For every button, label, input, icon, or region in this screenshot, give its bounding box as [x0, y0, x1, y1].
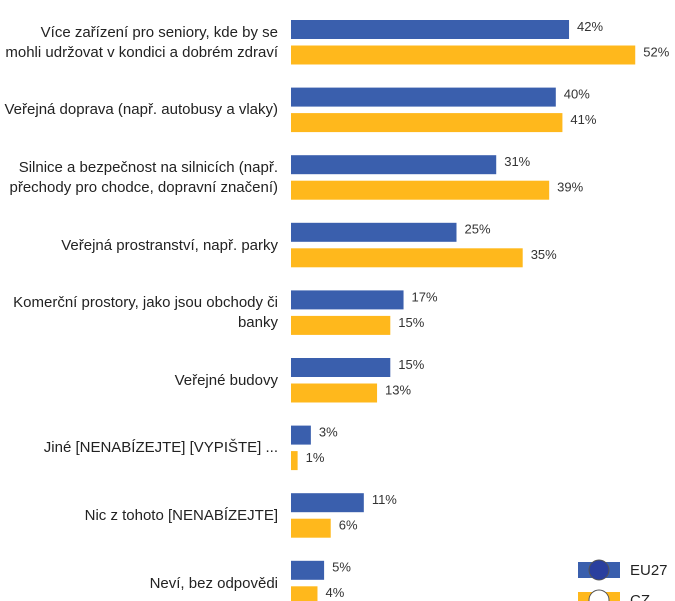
value-label: 5%: [332, 560, 351, 575]
bar: [291, 451, 298, 471]
bar: [291, 383, 378, 403]
bar: [291, 358, 391, 377]
bar: [291, 315, 391, 335]
bar: [291, 493, 364, 513]
value-label: 6%: [339, 518, 358, 533]
legend-icon: [588, 589, 610, 601]
value-label: 42%: [577, 19, 603, 34]
bar: [291, 586, 318, 601]
legend-label: CZ: [630, 592, 650, 601]
value-label: 31%: [504, 154, 530, 169]
bar: [291, 425, 311, 445]
category-label: Neví, bez odpovědi: [149, 574, 278, 592]
value-label: 40%: [564, 87, 590, 102]
legend-label: EU27: [630, 562, 668, 579]
bar: [291, 180, 550, 200]
bar: [291, 518, 331, 538]
bar: [291, 290, 404, 310]
value-label: 35%: [531, 247, 557, 262]
value-label: 39%: [557, 180, 583, 195]
category-label: Veřejná prostranství, např. parky: [61, 236, 278, 254]
category-label: Veřejné budovy: [174, 371, 278, 389]
value-label: 17%: [412, 289, 438, 304]
bar: [291, 248, 523, 268]
bar: [291, 45, 636, 65]
value-label: 25%: [465, 222, 491, 237]
value-label: 1%: [306, 450, 325, 465]
category-label: Komerční prostory, jako jsou obchody či …: [13, 294, 278, 332]
value-label: 41%: [570, 112, 596, 127]
bar: [291, 113, 563, 133]
category-label: Silnice a bezpečnost na silnicích (např.…: [9, 158, 279, 196]
value-label: 4%: [325, 585, 344, 600]
bar: [291, 20, 570, 39]
category-label: Jiné [NENABÍZEJTE] [VYPIŠTE] ...: [43, 439, 278, 457]
bar: [291, 155, 497, 175]
bar: [291, 560, 325, 580]
category-label: Nic z tohoto [NENABÍZEJTE]: [84, 506, 278, 524]
value-label: 15%: [398, 315, 424, 330]
value-label: 15%: [398, 357, 424, 372]
value-label: 13%: [385, 382, 411, 397]
value-label: 11%: [372, 492, 397, 507]
bar: [291, 87, 556, 107]
value-label: 52%: [643, 44, 669, 59]
value-label: 3%: [319, 425, 338, 440]
category-label: Více zařízení pro seniory, kde by se moh…: [5, 23, 278, 61]
category-label: Veřejná doprava (např. autobusy a vlaky): [4, 101, 279, 119]
legend-icon: [588, 559, 610, 581]
bar: [291, 222, 457, 242]
